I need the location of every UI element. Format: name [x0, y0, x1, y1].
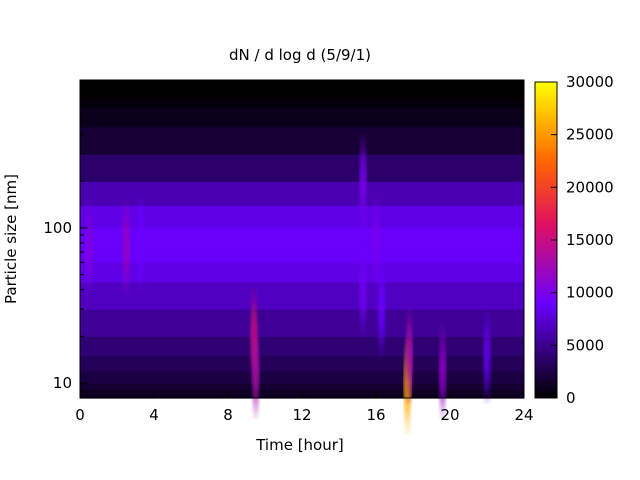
heatmap-band — [80, 281, 524, 310]
heatmap-feature — [122, 213, 131, 282]
y-tick-label: 100 — [43, 219, 72, 237]
x-tick-label: 12 — [292, 406, 311, 424]
y-axis: 10 100 — [43, 87, 88, 399]
colorbar: 0 5000 10000 15000 20000 25000 30000 — [534, 73, 614, 407]
heatmap-band — [80, 96, 524, 108]
heatmap-features — [85, 147, 491, 421]
heatmap-background — [80, 80, 524, 399]
heatmap-band — [80, 205, 524, 229]
x-tick-label: 24 — [514, 406, 533, 424]
heatmap-band — [80, 181, 524, 206]
heatmap-band — [80, 107, 524, 128]
heatmap-feature — [359, 255, 368, 324]
heatmap-band — [80, 80, 524, 98]
x-tick-label: 20 — [440, 406, 459, 424]
heatmap-feature — [359, 147, 368, 216]
heatmap-feature — [137, 208, 146, 277]
x-axis-label: Time [hour] — [255, 436, 344, 454]
x-tick-label: 8 — [223, 406, 233, 424]
heatmap-plot-area — [79, 79, 525, 421]
heatmap-band — [80, 262, 524, 283]
colorbar-tick-label: 20000 — [566, 178, 614, 196]
colorbar-tick-label: 30000 — [566, 73, 614, 91]
heatmap-band — [80, 370, 524, 384]
heatmap-feature — [405, 321, 414, 390]
heatmap-feature — [483, 321, 491, 390]
x-axis: 0 4 8 12 16 20 24 — [75, 80, 534, 424]
x-tick-label: 4 — [149, 406, 159, 424]
heatmap-band — [80, 153, 524, 182]
colorbar-tick-label: 5000 — [566, 336, 604, 354]
x-tick-label: 16 — [366, 406, 385, 424]
colorbar-tick-label: 10000 — [566, 284, 614, 302]
heatmap-feature — [251, 336, 260, 405]
colorbar-tick-label: 25000 — [566, 126, 614, 144]
heatmap-band — [80, 227, 524, 244]
heatmap-feature — [377, 275, 386, 344]
chart-title: dN / d log d (5/9/1) — [229, 46, 371, 64]
heatmap-band — [80, 309, 524, 337]
colorbar-tick-label: 0 — [566, 389, 576, 407]
y-axis-label: Particle size [nm] — [2, 174, 20, 304]
heatmap-band — [80, 126, 524, 155]
heatmap-feature — [85, 213, 94, 282]
heatmap-feature — [438, 336, 447, 405]
heatmap-band — [80, 355, 524, 372]
heatmap-band — [80, 382, 524, 391]
heatmap-band — [80, 336, 524, 357]
heatmap-feature — [372, 208, 380, 277]
heatmap-band — [80, 242, 524, 263]
y-tick-label: 10 — [53, 374, 72, 392]
colorbar-ticks: 0 5000 10000 15000 20000 25000 30000 — [551, 73, 614, 407]
x-tick-label: 0 — [75, 406, 85, 424]
colorbar-tick-label: 15000 — [566, 231, 614, 249]
